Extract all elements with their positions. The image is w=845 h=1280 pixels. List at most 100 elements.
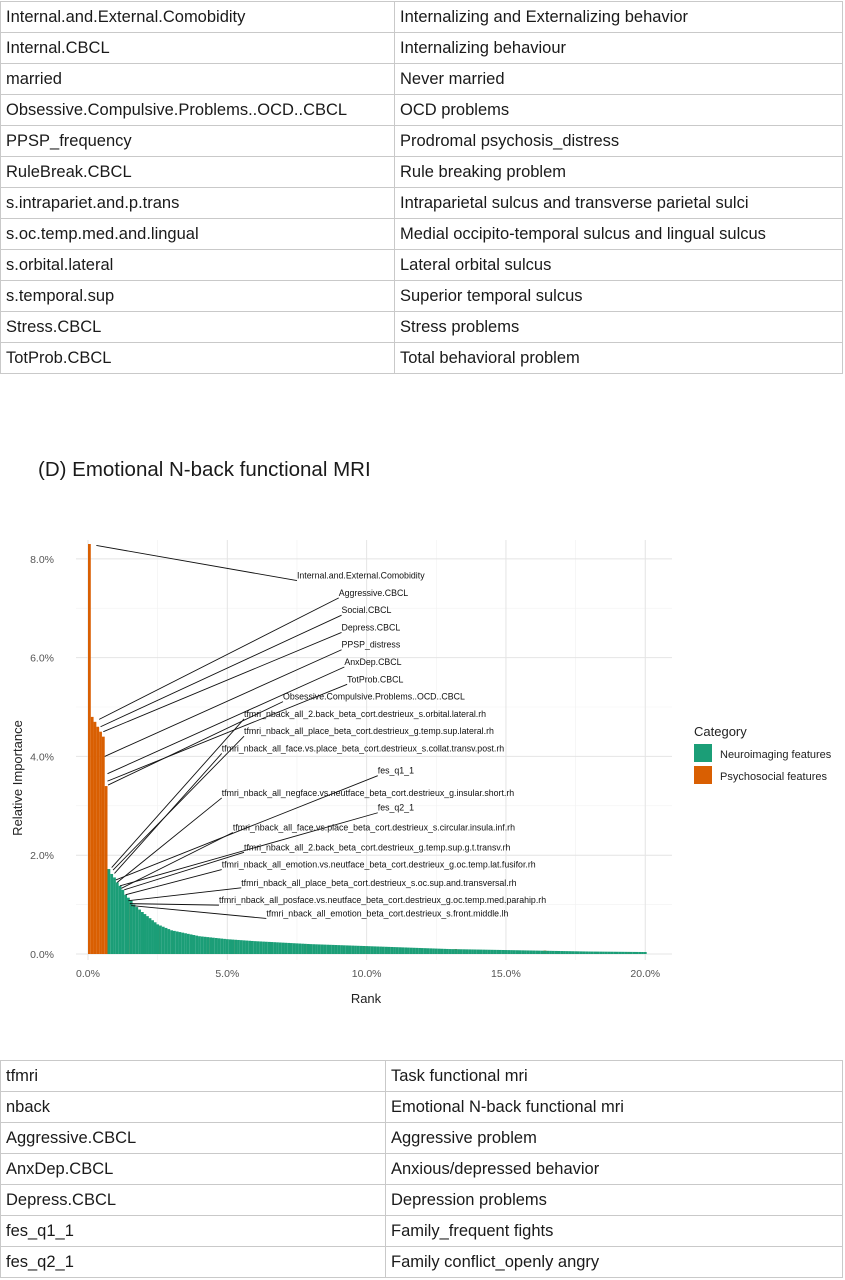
annotation-label: tfmri_nback_all_emotion.vs.neutface_beta…	[222, 860, 536, 870]
table-row: TotProb.CBCL Total behavioral problem	[0, 342, 843, 374]
bar	[239, 940, 243, 954]
bar	[181, 932, 185, 954]
bar	[451, 949, 455, 954]
bar	[195, 935, 199, 954]
bar	[423, 948, 427, 954]
bar	[312, 944, 316, 954]
abbreviation-cell: Obsessive.Compulsive.Problems..OCD..CBCL	[0, 94, 395, 126]
annotation-leader-line	[121, 832, 234, 889]
bar	[370, 946, 374, 954]
annotation-label: tfmri_nback_all_negface.vs.neutface_beta…	[222, 788, 515, 798]
definition-cell: Family_frequent fights	[385, 1215, 843, 1247]
bar	[549, 950, 552, 954]
x-tick-label: 10.0%	[352, 968, 382, 980]
y-tick-label: 6.0%	[30, 653, 54, 665]
table-row: Depress.CBCL Depression problems	[0, 1184, 843, 1216]
bar	[337, 945, 341, 954]
table-row: Stress.CBCL Stress problems	[0, 311, 843, 343]
bar	[245, 940, 249, 954]
definition-cell: Lateral orbital sulcus	[394, 249, 843, 281]
bar	[156, 924, 160, 954]
bar	[440, 948, 444, 954]
bar	[281, 942, 285, 954]
annotation-leader-line	[107, 701, 284, 786]
annotation-label: tfmri_nback_all_place_beta_cort.destrieu…	[241, 878, 516, 888]
annotation-leader-line	[96, 545, 298, 582]
annotation-leader-line	[112, 735, 245, 871]
definition-cell: Superior temporal sulcus	[394, 280, 843, 312]
bar	[348, 945, 352, 954]
bar	[393, 947, 396, 954]
bar	[99, 731, 102, 954]
annotation-labels: Internal.and.External.Comobidity Aggressi…	[219, 571, 546, 919]
plot-area	[76, 540, 672, 960]
legend-title: Category	[694, 724, 747, 739]
bar	[576, 951, 580, 954]
bar	[270, 942, 274, 954]
definition-cell: Depression problems	[385, 1184, 843, 1216]
bar	[387, 946, 391, 954]
bar	[557, 950, 561, 954]
bar	[395, 947, 399, 954]
bar	[248, 940, 251, 954]
annotation-label: tfmri_nback_all_2.back_beta_cort.destrie…	[244, 709, 486, 719]
bar	[379, 946, 382, 954]
bar	[568, 951, 572, 954]
bar	[384, 946, 388, 954]
bar	[298, 943, 302, 954]
definition-cell: Stress problems	[394, 311, 843, 343]
bar	[309, 944, 313, 954]
bar	[521, 950, 525, 954]
bar	[365, 946, 369, 954]
bar	[167, 929, 171, 954]
definition-cell: Internalizing and Externalizing behavior	[394, 1, 843, 33]
bar	[175, 931, 179, 954]
bar	[211, 937, 215, 954]
annotation-leader-line	[125, 869, 222, 896]
bar	[610, 951, 614, 954]
bar	[485, 949, 488, 954]
bar	[429, 948, 433, 954]
abbreviation-cell: tfmri	[0, 1060, 386, 1092]
bar	[535, 950, 538, 954]
bar	[329, 944, 332, 954]
bar	[446, 948, 449, 954]
table-row: AnxDep.CBCL Anxious/depressed behavior	[0, 1153, 843, 1185]
y-tick-label: 0.0%	[30, 949, 54, 961]
bar	[345, 945, 349, 954]
legend-swatch-neuroimaging	[694, 744, 712, 762]
bar	[138, 909, 141, 954]
bar	[565, 951, 569, 954]
bar	[632, 951, 636, 954]
bar	[493, 949, 497, 954]
bar	[292, 943, 296, 954]
annotation-label: Aggressive.CBCL	[339, 588, 409, 598]
annotation-label: tfmri_nback_all_face.vs.place_beta_cort.…	[233, 823, 515, 833]
table-row: married Never married	[0, 63, 843, 95]
definition-cell: Internalizing behaviour	[394, 32, 843, 64]
annotation-label: tfmri_nback_all_emotion_beta_cort.destri…	[266, 908, 508, 918]
bar	[295, 943, 299, 954]
bar	[164, 927, 168, 954]
table-row: PPSP_frequency Prodromal psychosis_distre…	[0, 125, 843, 157]
bar	[510, 950, 513, 954]
annotation-label: tfmri_nback_all_2.back_beta_cort.destrie…	[244, 842, 510, 852]
annotation-leader-line	[111, 718, 245, 868]
bar	[582, 951, 586, 954]
bar	[618, 951, 622, 954]
bar	[515, 950, 519, 954]
table-row: s.temporal.sup Superior temporal sulcus	[0, 280, 843, 312]
bar	[529, 950, 533, 954]
bar	[262, 941, 265, 954]
bar	[354, 945, 357, 954]
table-row: nback Emotional N-back functional mri	[0, 1091, 843, 1123]
bar	[641, 951, 644, 954]
bar	[604, 951, 608, 954]
annotation-leader-line	[107, 666, 345, 775]
bar	[184, 933, 187, 954]
annotation-label: PPSP_distress	[342, 640, 401, 650]
y-tick-label: 2.0%	[30, 850, 54, 862]
bar	[113, 877, 116, 954]
bar	[537, 950, 541, 954]
annotation-leader-line	[131, 905, 267, 919]
